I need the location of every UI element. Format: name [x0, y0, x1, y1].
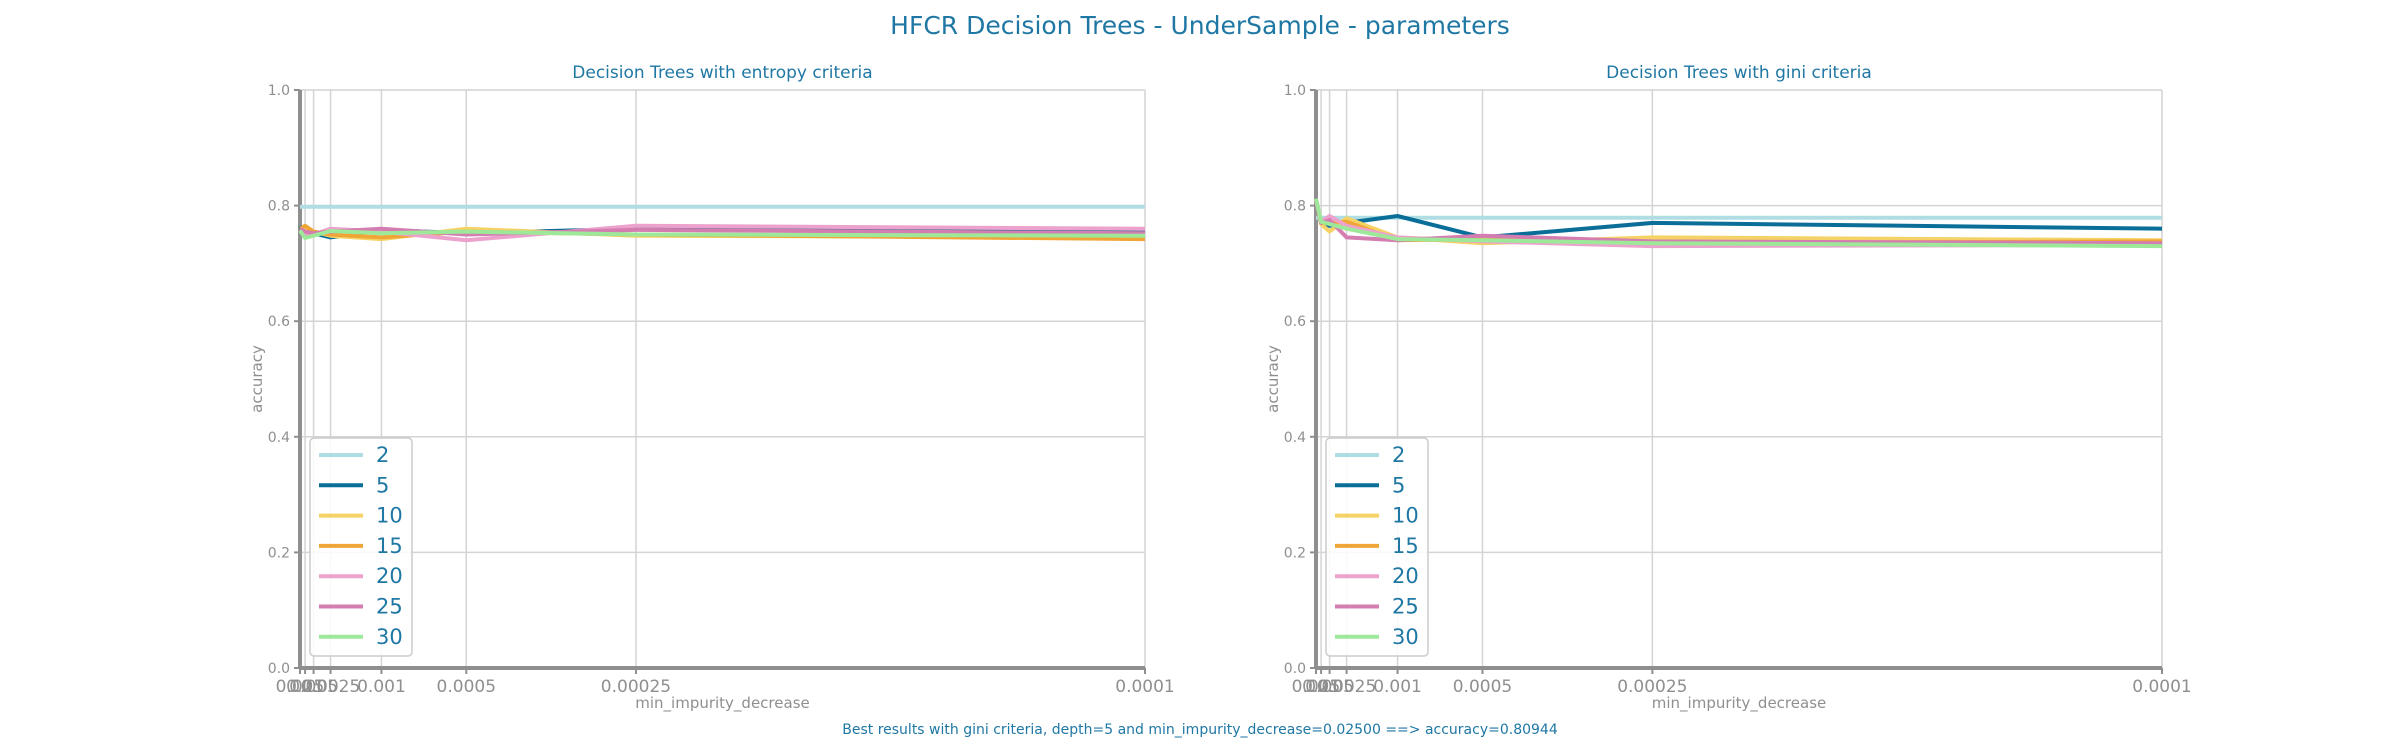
x-tick-label: 0.0025	[301, 677, 360, 697]
x-tick-label: 0.0001	[2132, 677, 2191, 697]
entropy-chart: Decision Trees with entropy criteria0.00…	[248, 63, 1175, 713]
series-line-10	[1314, 199, 2163, 246]
x-tick-label: 0.00025	[1617, 677, 1687, 697]
x-tick-label: 0.01	[286, 677, 324, 697]
legend-label: 30	[1392, 625, 1419, 649]
figure-title: HFCR Decision Trees - UnderSample - para…	[890, 11, 1510, 40]
legend-label: 15	[376, 534, 403, 558]
legend-label: 25	[376, 595, 403, 619]
x-axis-label: min_impurity_decrease	[1652, 694, 1827, 713]
x-axis-label: min_impurity_decrease	[635, 694, 810, 713]
y-tick-label: 0.2	[1284, 545, 1306, 561]
x-tick-label: 0.0005	[437, 677, 496, 697]
y-tick-label: 0.2	[268, 545, 290, 561]
best-result-note: Best results with gini criteria, depth=5…	[842, 722, 1558, 738]
legend-label: 5	[1392, 473, 1405, 497]
y-tick-label: 0.6	[268, 314, 290, 330]
x-tick-label: 0.005	[289, 677, 338, 697]
series-line-30	[298, 229, 1146, 240]
panel-title: Decision Trees with gini criteria	[1606, 63, 1872, 83]
y-tick-label: 0.6	[1284, 314, 1306, 330]
x-tick-label: 0.005	[1305, 677, 1354, 697]
x-tick-label: 0.025	[1292, 677, 1341, 697]
x-tick-label: 0.0001	[1115, 677, 1174, 697]
x-tick-label: 0.0025	[1317, 677, 1376, 697]
x-tick-label: 0.025	[276, 677, 325, 697]
y-axis-label: accuracy	[248, 345, 266, 413]
panel-title: Decision Trees with entropy criteria	[572, 63, 872, 83]
x-tick-label: 0.0005	[1453, 677, 1512, 697]
legend-label: 15	[1392, 534, 1419, 558]
legend-label: 2	[376, 443, 389, 467]
legend-label: 25	[1392, 595, 1419, 619]
legend-label: 20	[376, 564, 403, 588]
legend-label: 5	[376, 473, 389, 497]
x-tick-label: 0.001	[1373, 677, 1422, 697]
y-tick-label: 0.4	[1284, 430, 1306, 446]
legend-label: 2	[1392, 443, 1405, 467]
y-tick-label: 0.0	[1284, 661, 1306, 677]
y-tick-label: 0.0	[268, 661, 290, 677]
series-line-30	[1314, 198, 2163, 249]
y-tick-label: 1.0	[268, 83, 290, 99]
x-tick-label: 0.00025	[601, 677, 671, 697]
y-tick-label: 0.8	[268, 199, 290, 215]
x-tick-label: 0.01	[1302, 677, 1340, 697]
legend-label: 10	[1392, 504, 1419, 528]
legend-label: 10	[376, 504, 403, 528]
legend-label: 30	[376, 625, 403, 649]
x-tick-label: 0.001	[357, 677, 406, 697]
legend-label: 20	[1392, 564, 1419, 588]
y-tick-label: 1.0	[1284, 83, 1306, 99]
gini-chart: Decision Trees with gini criteria 0.0 0.2 0…	[1264, 63, 2192, 713]
y-axis-label: accuracy	[1264, 345, 1282, 413]
y-tick-label: 0.4	[268, 430, 290, 446]
y-tick-label: 0.8	[1284, 199, 1306, 215]
